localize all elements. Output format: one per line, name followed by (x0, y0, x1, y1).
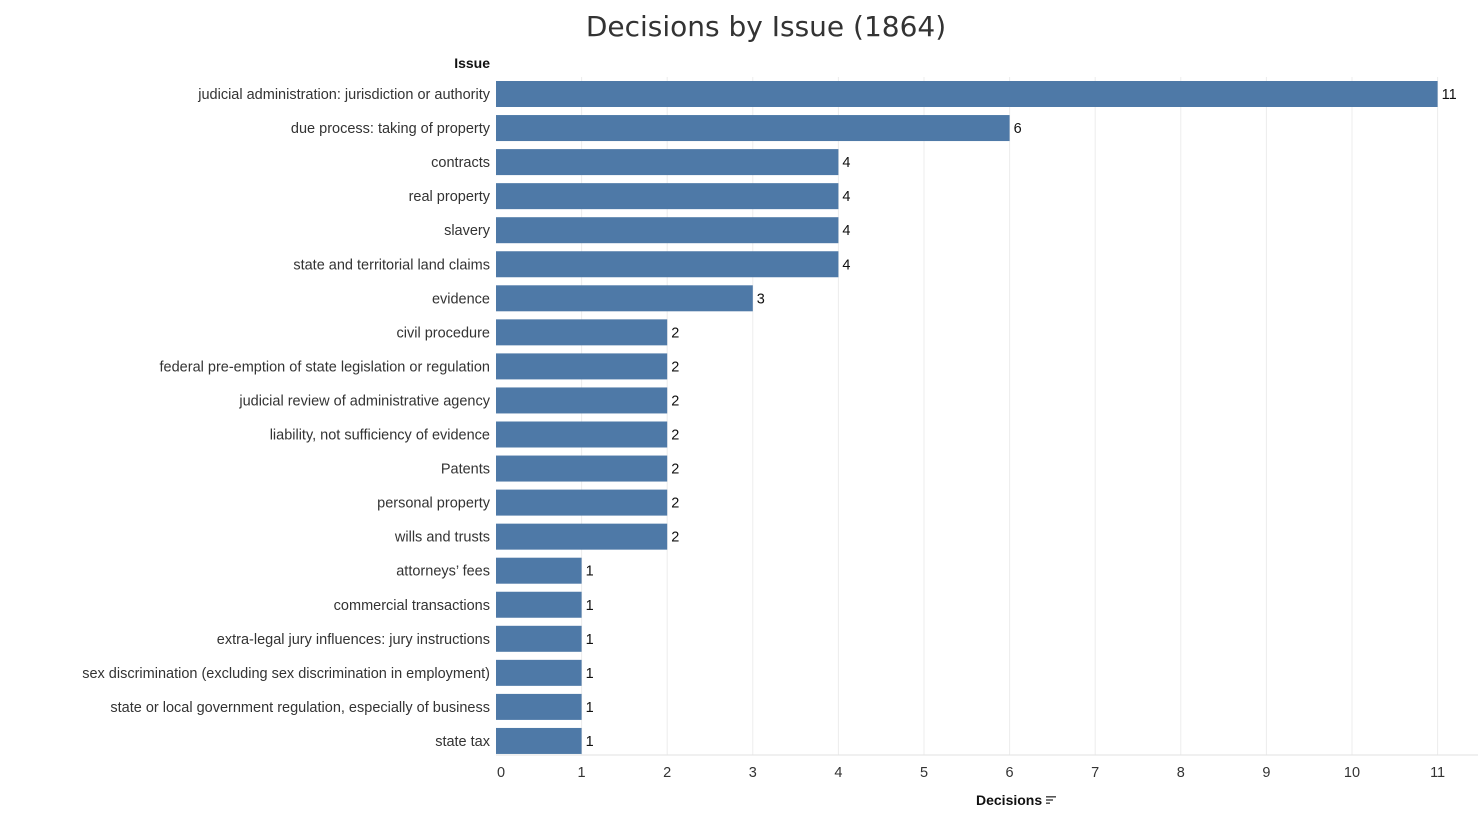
category-label: state tax (435, 734, 491, 750)
category-label: attorneys’ fees (396, 564, 490, 580)
category-label: civil procedure (397, 325, 491, 341)
data-label: 4 (842, 189, 850, 205)
y-axis-label: Issue (454, 55, 490, 71)
bar[interactable] (496, 625, 582, 652)
category-label: contracts (431, 155, 490, 171)
data-label: 2 (671, 359, 679, 375)
bar[interactable] (496, 489, 668, 516)
data-label: 1 (586, 632, 594, 648)
x-axis-header[interactable]: Decisions (976, 792, 1057, 808)
category-label: Patents (441, 462, 490, 478)
x-tick-label: 11 (1430, 765, 1445, 781)
data-label: 1 (586, 564, 594, 580)
data-label: 3 (757, 291, 765, 307)
bar[interactable] (496, 727, 582, 754)
bar[interactable] (496, 421, 668, 448)
data-label: 11 (1442, 87, 1457, 103)
x-tick-label: 3 (749, 765, 757, 781)
category-label: state or local government regulation, es… (110, 700, 490, 716)
x-axis-label: Decisions (976, 792, 1043, 808)
x-tick-label: 1 (578, 765, 586, 781)
category-label: extra-legal jury influences: jury instru… (217, 632, 490, 648)
data-label: 1 (586, 700, 594, 716)
x-tick-label: 5 (920, 765, 928, 781)
category-label: sex discrimination (excluding sex discri… (82, 666, 490, 682)
data-label: 2 (671, 530, 679, 546)
bar[interactable] (496, 81, 1438, 107)
x-tick-label: 6 (1006, 765, 1014, 781)
data-label: 4 (842, 257, 850, 273)
data-label: 2 (671, 393, 679, 409)
x-tick-label: 0 (497, 765, 505, 781)
bar[interactable] (496, 591, 582, 618)
category-label: evidence (432, 291, 490, 307)
bar[interactable] (496, 217, 839, 244)
data-label: 2 (671, 325, 679, 341)
bar[interactable] (496, 251, 839, 278)
category-label: personal property (377, 496, 491, 512)
category-label: federal pre-emption of state legislation… (160, 359, 490, 375)
category-label: slavery (444, 223, 491, 239)
bar[interactable] (496, 115, 1010, 142)
x-tick-label: 7 (1091, 765, 1099, 781)
data-label: 4 (842, 155, 850, 171)
data-label: 6 (1014, 121, 1022, 137)
data-label: 1 (586, 734, 594, 750)
x-tick-label: 4 (834, 765, 842, 781)
category-label: state and territorial land claims (293, 257, 490, 273)
category-label: judicial review of administrative agency (238, 393, 490, 409)
bar[interactable] (496, 319, 668, 346)
sort-descending-icon[interactable] (1046, 795, 1057, 805)
data-label: 2 (671, 462, 679, 478)
x-tick-label: 10 (1344, 765, 1360, 781)
data-label: 2 (671, 496, 679, 512)
chart-title: Decisions by Issue (1864) (585, 10, 947, 43)
data-label: 4 (842, 223, 850, 239)
data-label: 1 (586, 598, 594, 614)
category-label: judicial administration: jurisdiction or… (197, 87, 490, 103)
bar[interactable] (496, 693, 582, 720)
bar[interactable] (496, 183, 839, 210)
bar[interactable] (496, 557, 582, 584)
bar[interactable] (496, 659, 582, 686)
x-tick-label: 2 (663, 765, 671, 781)
category-label: real property (409, 189, 491, 205)
data-label: 2 (671, 428, 679, 444)
data-label: 1 (586, 666, 594, 682)
category-label: liability, not sufficiency of evidence (270, 428, 490, 444)
x-tick-label: 8 (1177, 765, 1185, 781)
category-label: wills and trusts (394, 530, 490, 546)
category-label: due process: taking of property (291, 121, 491, 137)
bar[interactable] (496, 387, 668, 414)
x-tick-label: 9 (1262, 765, 1270, 781)
bar[interactable] (496, 285, 753, 312)
bar[interactable] (496, 455, 668, 482)
bar[interactable] (496, 523, 668, 550)
category-label: commercial transactions (334, 598, 490, 614)
bar[interactable] (496, 353, 668, 380)
bar[interactable] (496, 149, 839, 176)
